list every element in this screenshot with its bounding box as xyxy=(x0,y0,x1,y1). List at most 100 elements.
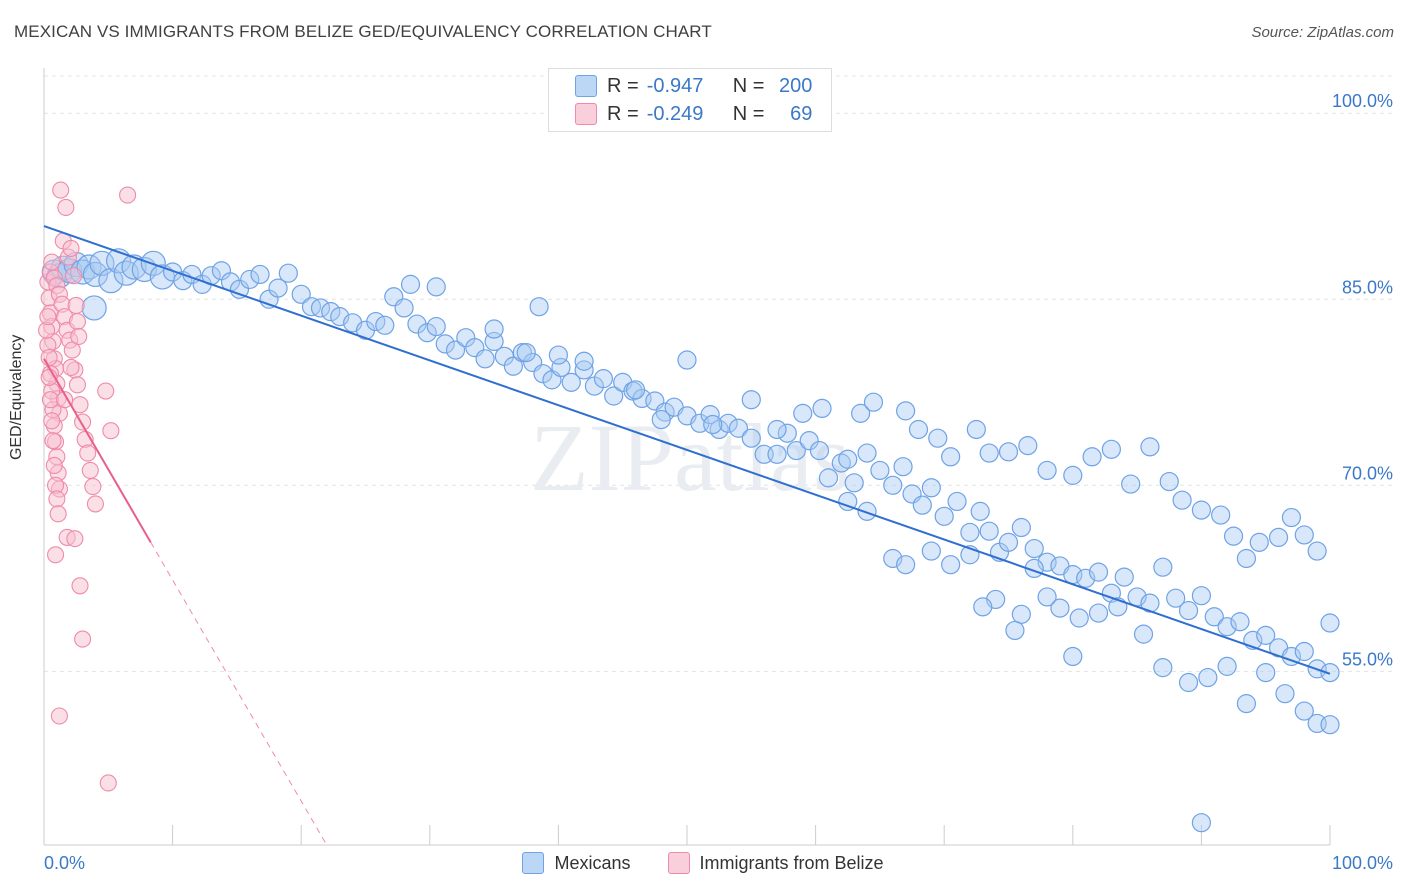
mexicans-point xyxy=(1037,460,1057,481)
mexicans-point xyxy=(1133,624,1154,644)
mexicans-point xyxy=(1037,587,1057,607)
belize-point xyxy=(57,198,75,217)
x-tick-label-min: 0.0% xyxy=(44,853,85,873)
mexicans-point xyxy=(394,298,414,318)
mexicans-point xyxy=(1153,557,1173,577)
belize-point xyxy=(70,327,88,346)
mexicans-point xyxy=(503,356,523,376)
mexicans-point xyxy=(1088,562,1109,582)
belize-trend-extension xyxy=(150,542,328,846)
belize-point xyxy=(43,412,61,430)
n-label: N = xyxy=(732,102,765,125)
mexicans-point xyxy=(121,254,147,280)
mexicans-point xyxy=(98,268,124,294)
mexicans-point xyxy=(1178,672,1199,693)
n-value: 69 xyxy=(790,102,813,125)
mexicans-point xyxy=(941,447,961,467)
mexicans-point xyxy=(1101,439,1121,459)
belize-point xyxy=(56,391,74,409)
mexicans-point xyxy=(1198,667,1218,688)
mexicans-point xyxy=(625,380,646,400)
belize-point xyxy=(65,267,83,285)
mexicans-point xyxy=(1191,813,1212,833)
series-legend: Mexicans Immigrants from Belize xyxy=(0,852,1406,879)
belize-point xyxy=(86,495,104,513)
mexicans-point xyxy=(1172,490,1192,510)
mexicans-point xyxy=(767,419,787,440)
mexicans-point xyxy=(1011,517,1031,538)
belize-point xyxy=(62,239,80,257)
n-value: 200 xyxy=(779,74,813,97)
mexicans-point xyxy=(240,269,260,290)
mexicans-point xyxy=(1230,612,1250,632)
belize-swatch xyxy=(575,103,597,125)
mexicans-point xyxy=(1217,656,1237,676)
belize-point xyxy=(52,181,70,199)
belize-point xyxy=(81,461,99,479)
chart-title: MEXICAN VS IMMIGRANTS FROM BELIZE GED/EQ… xyxy=(14,22,712,41)
mexicans-point xyxy=(809,440,830,461)
belize-point xyxy=(68,376,86,394)
mexicans-legend-swatch xyxy=(522,852,545,874)
mexicans-point xyxy=(767,444,787,464)
belize-trend-line xyxy=(43,358,152,543)
mexicans-point xyxy=(857,443,877,463)
mexicans-point xyxy=(435,334,455,354)
mexicans-trend-line xyxy=(43,225,1331,675)
mexicans-point xyxy=(250,264,270,285)
stats-row-mexicans: R = -0.947 N = 200 xyxy=(575,73,812,99)
y-tick-label: 70.0% xyxy=(1342,463,1393,483)
belize-point xyxy=(43,253,61,271)
mexicans-point xyxy=(934,506,954,526)
mexicans-point xyxy=(1140,437,1160,457)
mexicans-point xyxy=(777,423,797,443)
mexicans-point xyxy=(838,449,858,469)
mexicans-point xyxy=(1217,617,1237,637)
mexicans-point xyxy=(1114,567,1134,587)
mexicans-point xyxy=(529,297,549,317)
mexicans-point xyxy=(1011,604,1031,624)
mexicans-point xyxy=(229,279,250,299)
mexicans-point xyxy=(1294,701,1314,721)
mexicans-point xyxy=(1178,600,1199,621)
mexicans-point xyxy=(1223,526,1244,546)
y-tick-label: 85.0% xyxy=(1342,277,1393,297)
belize-point xyxy=(39,308,57,326)
r-value: -0.947 xyxy=(646,74,704,97)
mexicans-point xyxy=(291,284,311,304)
mexicans-point xyxy=(818,468,839,488)
belize-point xyxy=(102,422,120,440)
mexicans-point xyxy=(973,597,993,617)
mexicans-point xyxy=(1320,715,1340,735)
mexicans-point xyxy=(1275,684,1295,704)
mexicans-point xyxy=(970,501,990,521)
mexicans-point xyxy=(445,340,466,360)
mexicans-point xyxy=(896,555,916,575)
legend-label-mexicans: Mexicans xyxy=(554,852,631,873)
mexicans-point xyxy=(851,403,871,423)
mexicans-point xyxy=(426,316,446,337)
mexicans-point xyxy=(375,315,395,335)
mexicans-point xyxy=(1249,532,1269,552)
mexicans-point xyxy=(1063,465,1083,485)
mexicans-point xyxy=(321,302,341,322)
mexicans-point xyxy=(278,263,298,283)
mexicans-point xyxy=(1320,613,1340,633)
belize-point xyxy=(74,630,92,648)
y-tick-label: 55.0% xyxy=(1342,649,1393,669)
belize-point xyxy=(68,313,86,331)
mexicans-point xyxy=(741,390,761,410)
mexicans-swatch xyxy=(575,75,597,97)
belize-point xyxy=(119,186,137,204)
n-label: N = xyxy=(732,74,765,97)
mexicans-point xyxy=(1294,641,1314,662)
belize-point xyxy=(63,341,81,359)
mexicans-point xyxy=(400,274,421,294)
mexicans-point xyxy=(1159,471,1179,492)
mexicans-point xyxy=(793,403,813,423)
belize-point xyxy=(49,505,67,523)
legend-label-belize: Immigrants from Belize xyxy=(699,852,884,873)
mexicans-point xyxy=(1069,608,1089,628)
r-value: -0.249 xyxy=(646,102,704,125)
